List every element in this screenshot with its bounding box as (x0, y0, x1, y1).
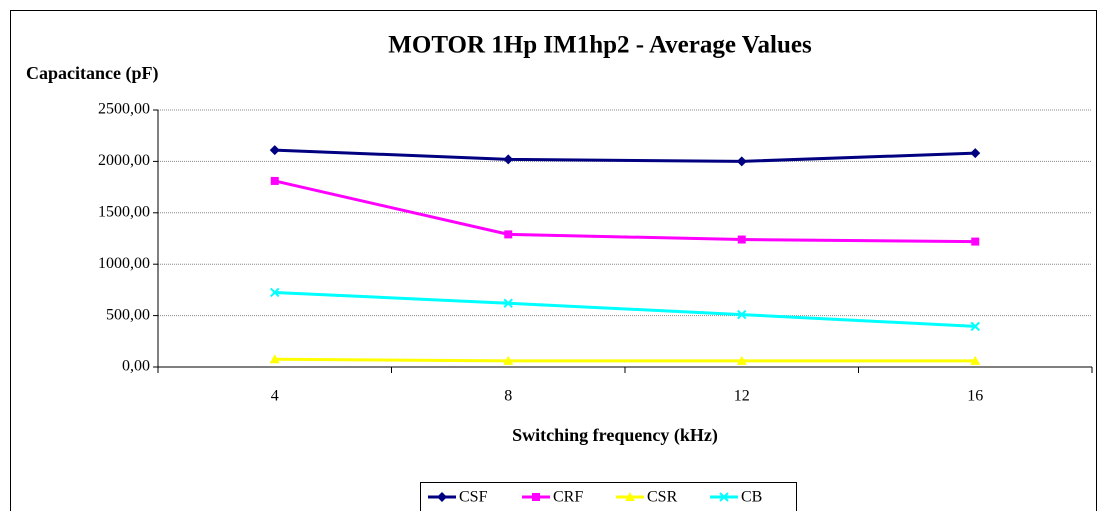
marker (270, 176, 279, 185)
y-tick-label: 500,00 (106, 306, 150, 323)
x-tick-label: 8 (504, 388, 512, 405)
x-tick-label: 4 (271, 388, 279, 405)
marker (503, 355, 514, 365)
y-tick-label: 2000,00 (98, 152, 150, 169)
chart-frame (10, 10, 1097, 511)
marker (503, 298, 513, 308)
series-line (274, 148, 976, 163)
y-tick-label: 1500,00 (98, 203, 150, 220)
marker (737, 309, 747, 320)
legend-label: CSR (647, 489, 678, 506)
marker (719, 492, 729, 502)
marker (269, 354, 280, 364)
y-tick-label: 1000,00 (98, 255, 150, 272)
marker (970, 355, 981, 365)
marker (736, 156, 747, 167)
series-line (274, 179, 976, 244)
marker (625, 492, 635, 501)
marker (270, 287, 280, 298)
marker (970, 321, 980, 332)
marker (737, 235, 746, 244)
series-line (274, 290, 976, 328)
marker (971, 237, 980, 246)
marker (503, 154, 514, 165)
x-tick-label: 16 (967, 388, 983, 405)
series-line (274, 357, 976, 363)
y-tick-label: 2500,00 (98, 101, 150, 118)
marker (504, 230, 513, 239)
legend-label: CRF (553, 489, 583, 506)
x-axis-label: Switching frequency (kHz) (512, 425, 718, 446)
marker (970, 148, 981, 159)
legend-label: CSF (459, 489, 488, 506)
y-axis-label: Capacitance (pF) (26, 63, 158, 84)
marker (532, 493, 540, 501)
x-tick-label: 12 (734, 388, 750, 405)
marker (437, 492, 447, 502)
y-tick-label: 0,00 (122, 358, 150, 375)
chart-title: MOTOR 1Hp IM1hp2 - Average Values (388, 32, 812, 59)
marker (269, 145, 280, 156)
legend-label: CB (741, 489, 762, 506)
marker (736, 355, 747, 365)
